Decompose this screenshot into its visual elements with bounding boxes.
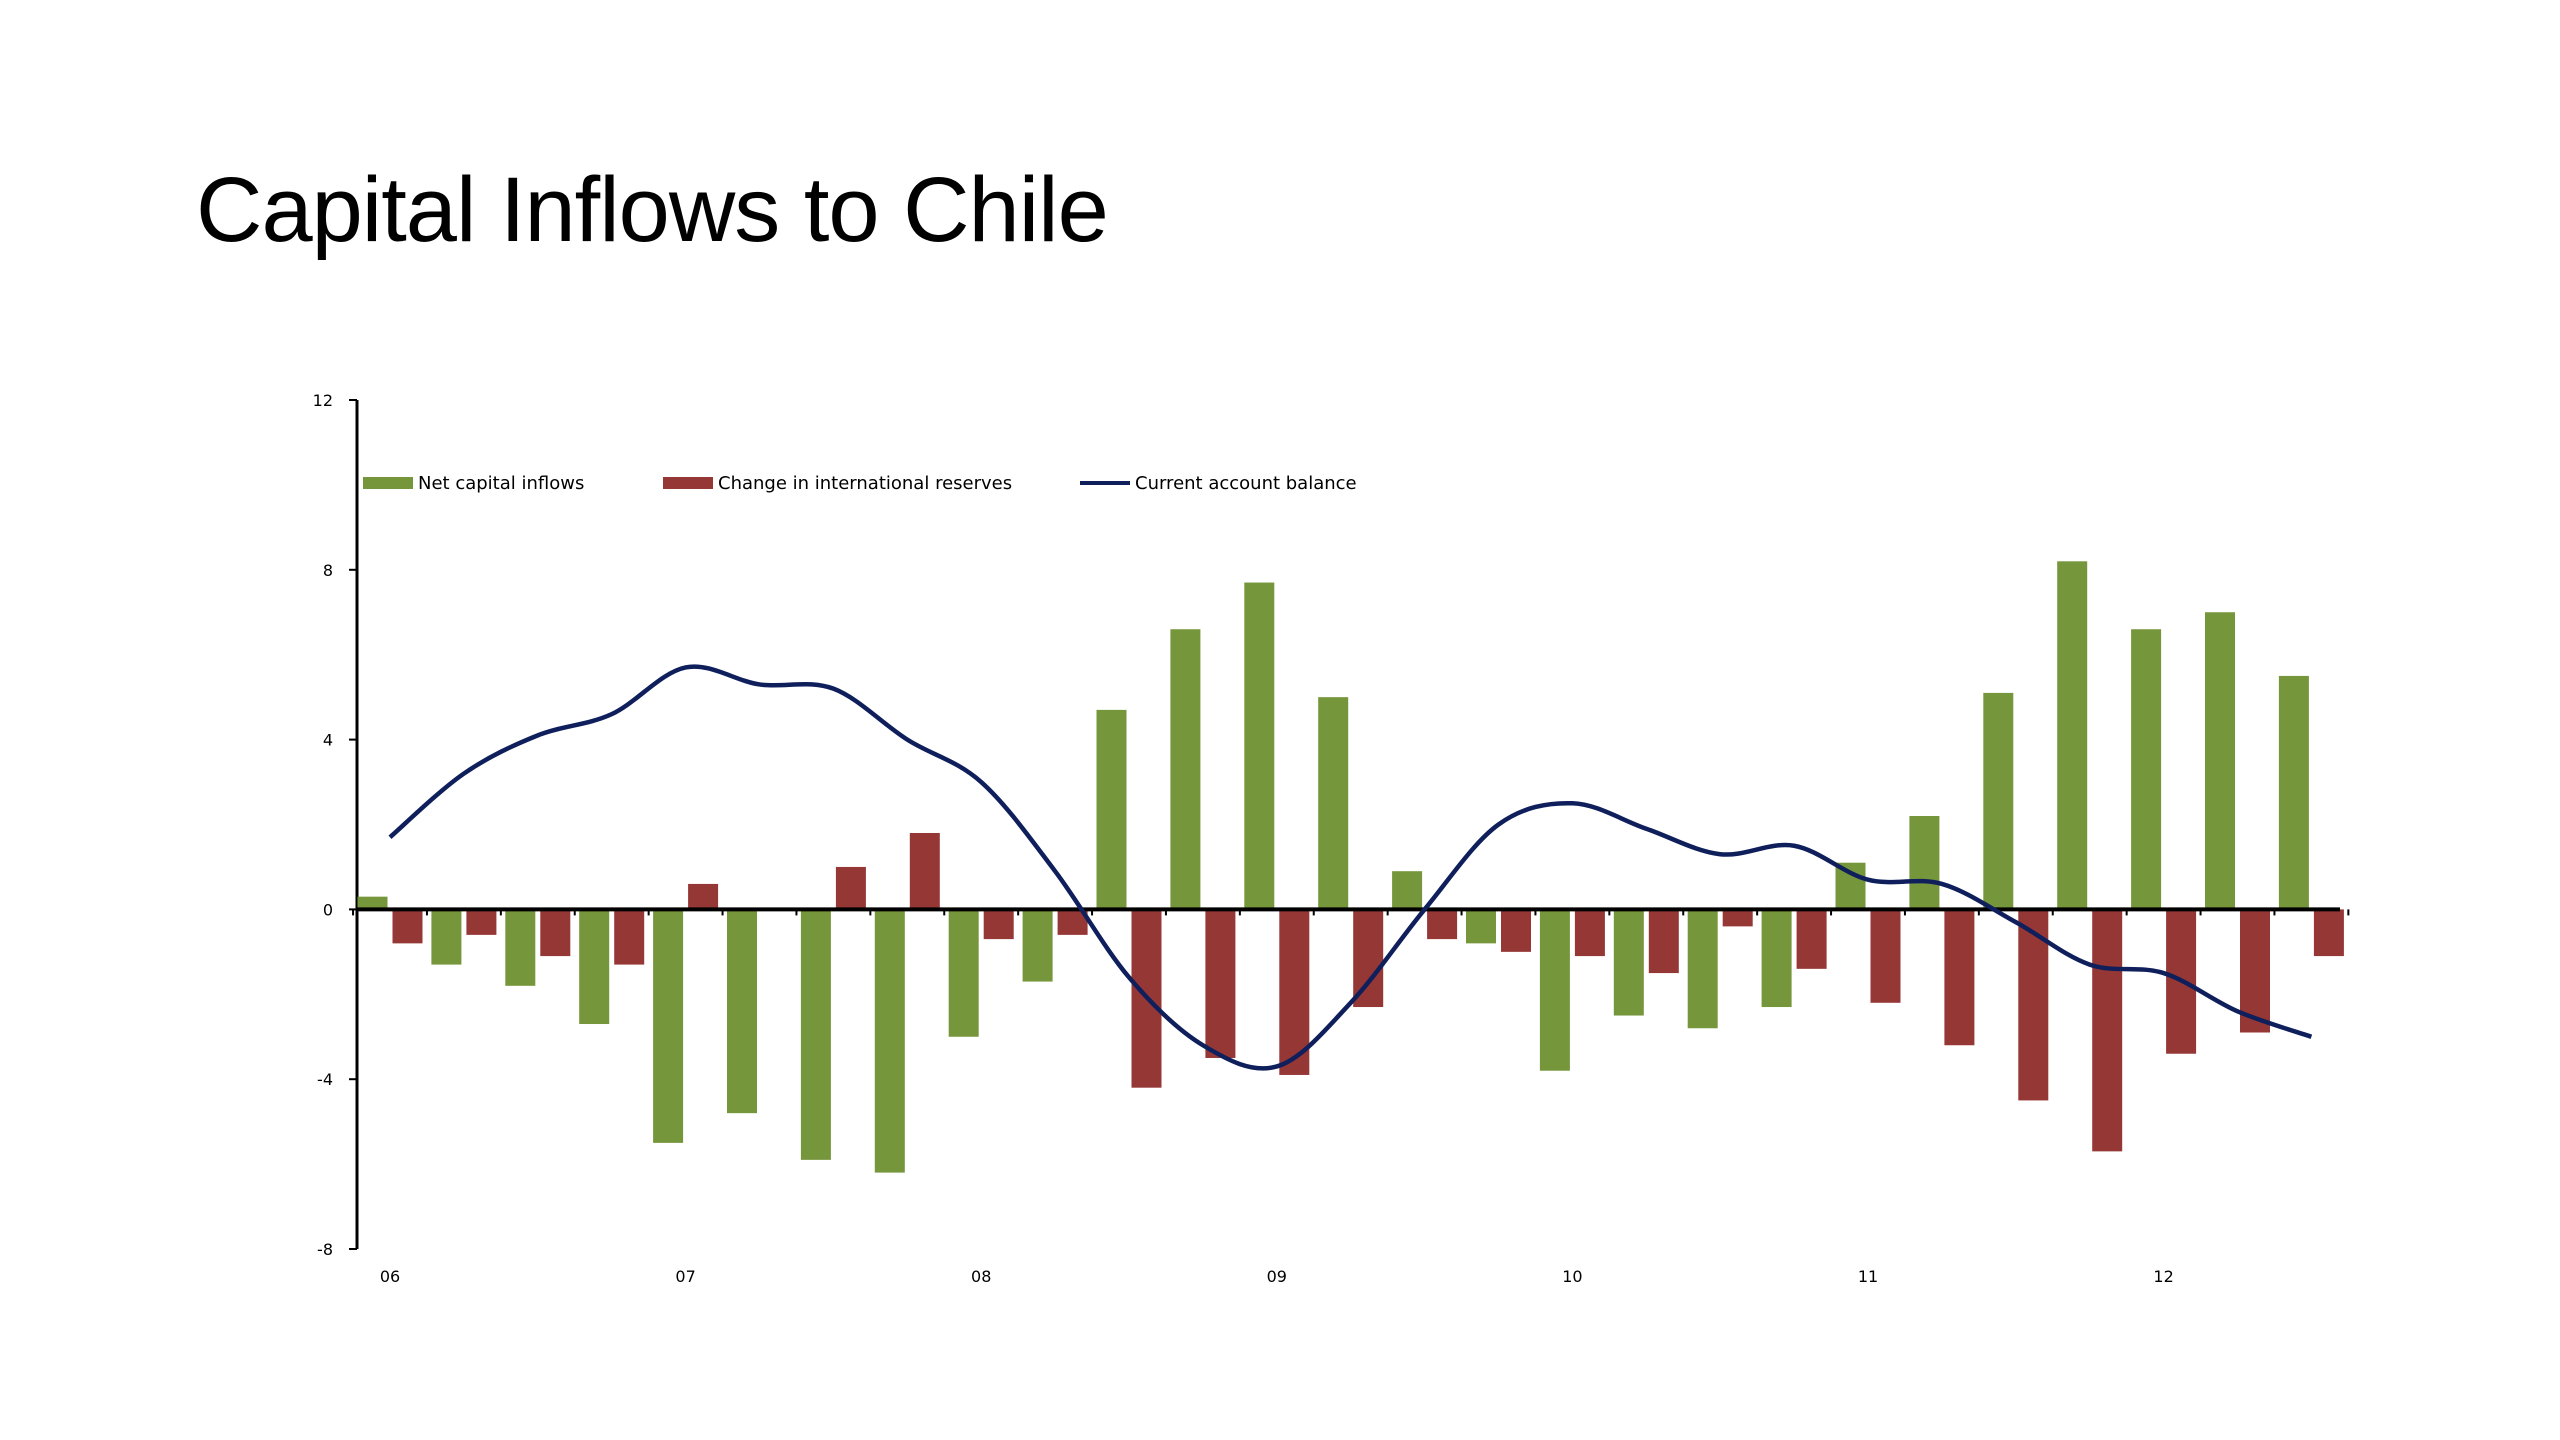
y-tick-label: -4 bbox=[317, 1070, 333, 1089]
net-capital-inflows-bar bbox=[800, 909, 831, 1160]
zero-axis bbox=[352, 907, 2350, 916]
international-reserves-bar bbox=[1648, 909, 1679, 974]
current-account-line bbox=[388, 664, 2313, 1071]
net-capital-inflows-bar bbox=[1318, 697, 1349, 910]
international-reserves-bar bbox=[2313, 909, 2344, 957]
legend-label: Net capital inflows bbox=[418, 473, 584, 494]
legend-swatch bbox=[363, 477, 413, 489]
international-reserves-bar bbox=[466, 909, 497, 935]
x-tick-label: 06 bbox=[380, 1267, 400, 1286]
net-capital-inflows-bar bbox=[948, 909, 979, 1037]
international-reserves-bar bbox=[1574, 909, 1605, 957]
international-reserves-bar bbox=[835, 866, 866, 910]
net-capital-inflows-bar bbox=[2057, 561, 2088, 910]
net-capital-inflows-bar bbox=[579, 909, 610, 1025]
x-tick-label: 08 bbox=[971, 1267, 991, 1286]
net-capital-inflows-bar bbox=[1539, 909, 1570, 1071]
net-capital-inflows-bar bbox=[2278, 675, 2309, 910]
net-capital-inflows-bar bbox=[1909, 816, 1940, 910]
net-capital-inflows-bar bbox=[1983, 692, 2014, 910]
y-tick-label: -8 bbox=[317, 1240, 333, 1259]
net-capital-inflows-bar bbox=[431, 909, 462, 965]
x-tick-label: 09 bbox=[1267, 1267, 1287, 1286]
legend-label: Current account balance bbox=[1135, 473, 1357, 494]
net-capital-inflows-bar bbox=[727, 909, 757, 1114]
net-capital-inflows-bar bbox=[1613, 909, 1644, 1016]
international-reserves-bar bbox=[1205, 909, 1236, 1058]
international-reserves-bar bbox=[1427, 909, 1458, 940]
international-reserves-bars bbox=[392, 832, 2344, 1152]
net-capital-inflows-bar bbox=[653, 909, 684, 1143]
net-capital-inflows-bar bbox=[1835, 862, 1866, 910]
x-tick-label: 12 bbox=[2153, 1267, 2173, 1286]
x-tick-label: 07 bbox=[675, 1267, 695, 1286]
net-capital-inflows-bar bbox=[1761, 909, 1792, 1008]
y-tick-label: 0 bbox=[323, 900, 333, 919]
international-reserves-bar bbox=[1722, 909, 1753, 927]
legend-label: Change in international reserves bbox=[718, 473, 1012, 494]
legend-swatch bbox=[663, 477, 713, 489]
current-account-balance-line bbox=[388, 664, 2313, 1071]
net-capital-inflows-bar bbox=[357, 896, 388, 910]
y-tick-label: 12 bbox=[313, 391, 333, 410]
x-tick-label: 10 bbox=[1562, 1267, 1582, 1286]
net-capital-inflows-bar bbox=[1170, 629, 1201, 910]
international-reserves-bar bbox=[983, 909, 1014, 940]
y-tick-label: 4 bbox=[323, 731, 333, 750]
international-reserves-bar bbox=[1501, 909, 1531, 952]
chart-legend: Net capital inflows Change in internation… bbox=[363, 473, 1357, 494]
net-capital-inflows-bar bbox=[1687, 909, 1718, 1029]
net-capital-inflows-bar bbox=[874, 909, 905, 1173]
x-tick-label: 11 bbox=[1858, 1267, 1878, 1286]
international-reserves-bar bbox=[688, 883, 719, 910]
net-capital-inflows-bar bbox=[1466, 909, 1496, 944]
net-capital-inflows-bar bbox=[2205, 612, 2235, 910]
net-capital-inflows-bars bbox=[357, 561, 2309, 1173]
international-reserves-bar bbox=[540, 909, 571, 957]
international-reserves-bar bbox=[1353, 909, 1384, 1008]
y-tick-label: 8 bbox=[323, 561, 333, 580]
net-capital-inflows-bar bbox=[1392, 871, 1423, 910]
international-reserves-bar bbox=[614, 909, 645, 965]
international-reserves-bar bbox=[392, 909, 423, 944]
international-reserves-bar bbox=[2092, 909, 2123, 1152]
international-reserves-bar bbox=[909, 832, 940, 910]
net-capital-inflows-bar bbox=[505, 909, 536, 986]
slide-title: Capital Inflows to Chile bbox=[196, 159, 1109, 261]
international-reserves-bar bbox=[1944, 909, 1975, 1046]
international-reserves-bar bbox=[1796, 909, 1827, 969]
net-capital-inflows-bar bbox=[2131, 629, 2162, 910]
chart-axes: 12 8 4 0 -4 -8 06 07 08 09 10 11 12 bbox=[313, 391, 2174, 1286]
net-capital-inflows-bar bbox=[1244, 582, 1275, 910]
net-capital-inflows-bar bbox=[1096, 709, 1127, 910]
net-capital-inflows-bar bbox=[1022, 909, 1053, 982]
international-reserves-bar bbox=[1870, 909, 1901, 1003]
